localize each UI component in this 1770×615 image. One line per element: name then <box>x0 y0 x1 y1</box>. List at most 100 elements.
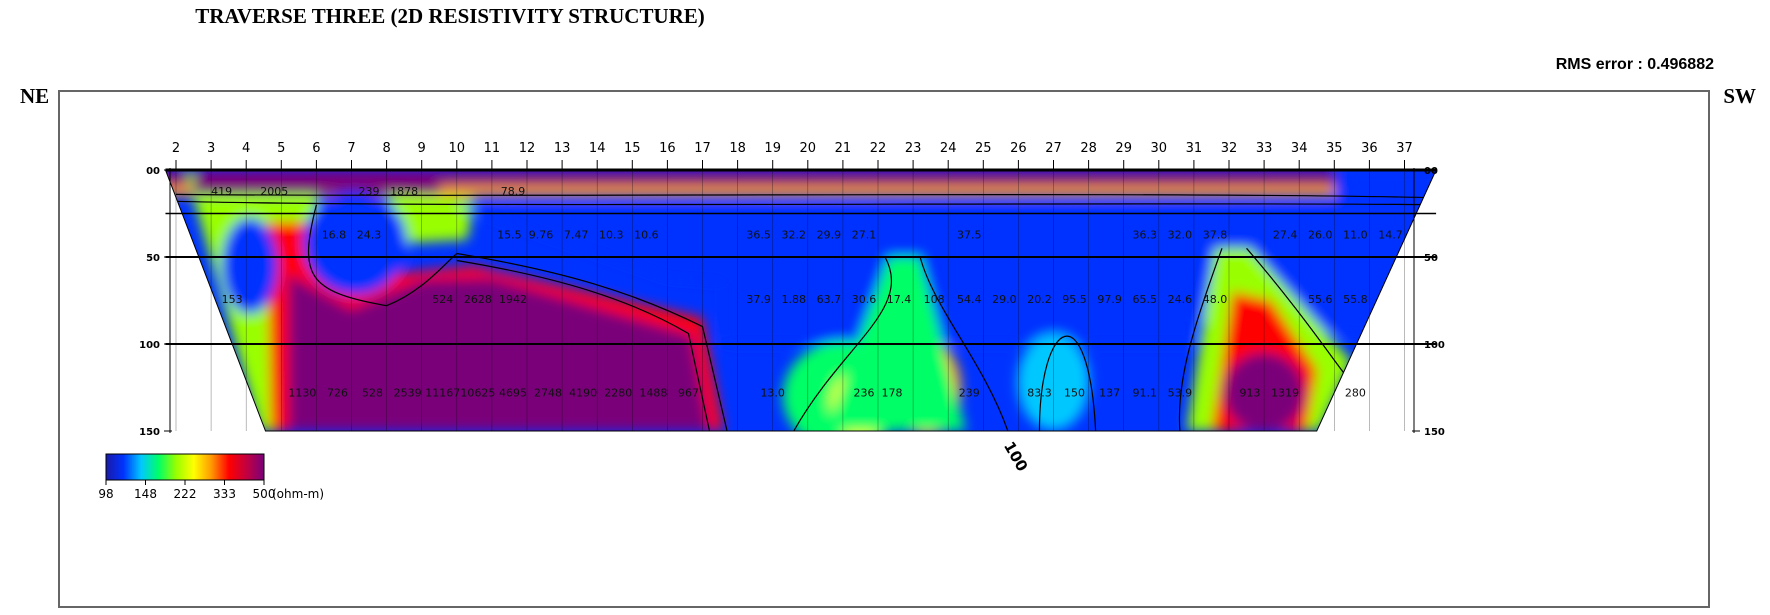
depth-label-right: 100 <box>1424 340 1445 351</box>
resistivity-value-label: 236 <box>853 387 874 400</box>
colorbar-unit: (ohm-m) <box>272 487 324 501</box>
resistivity-value-label: 55.8 <box>1343 293 1368 306</box>
depth-label-left: 150 <box>139 427 160 438</box>
x-tick-label: 20 <box>800 141 817 156</box>
x-tick-label: 32 <box>1221 141 1238 156</box>
resistivity-value-label: 1878 <box>390 185 418 198</box>
resistivity-value-label: 10.6 <box>634 228 659 241</box>
resistivity-value-label: 524 <box>432 293 453 306</box>
x-tick-label: 16 <box>659 141 676 156</box>
sw-direction-label: SW <box>1723 84 1756 108</box>
resistivity-value-label: 37.5 <box>957 228 982 241</box>
resistivity-value-label: 53.9 <box>1168 387 1193 400</box>
x-tick-label: 22 <box>870 141 887 156</box>
x-tick-label: 35 <box>1326 141 1343 156</box>
resistivity-value-label: 36.3 <box>1133 228 1158 241</box>
x-tick-label: 19 <box>764 141 781 156</box>
resistivity-value-label: 280 <box>1345 387 1366 400</box>
ne-direction-label: NE <box>20 84 50 108</box>
resistivity-value-label: 2539 <box>394 387 422 400</box>
x-tick-label: 23 <box>905 141 922 156</box>
resistivity-value-label: 1319 <box>1271 387 1299 400</box>
x-tick-label: 13 <box>554 141 571 156</box>
x-tick-label: 15 <box>624 141 641 156</box>
colorbar-label: 222 <box>174 487 197 501</box>
chart-title: TRAVERSE THREE (2D RESISTIVITY STRUCTURE… <box>195 4 705 28</box>
resistivity-value-label: 1130 <box>288 387 316 400</box>
colorbar-label: 98 <box>98 487 113 501</box>
resistivity-value-label: 10.3 <box>599 228 624 241</box>
resistivity-value-label: 91.1 <box>1133 387 1158 400</box>
resistivity-value-label: 16.8 <box>322 228 347 241</box>
resistivity-value-label: 48.0 <box>1203 293 1228 306</box>
rms-error-label: RMS error : 0.496882 <box>1555 56 1714 73</box>
resistivity-value-label: 27.4 <box>1273 228 1298 241</box>
resistivity-value-label: 1.88 <box>782 293 807 306</box>
resistivity-value-label: 37.9 <box>746 293 771 306</box>
x-tick-label: 29 <box>1115 141 1132 156</box>
x-tick-label: 26 <box>1010 141 1027 156</box>
depth-label-left: 100 <box>139 340 160 351</box>
x-tick-label: 11 <box>484 141 501 156</box>
depth-label-right: 50 <box>1424 253 1438 264</box>
resistivity-value-label: 10625 <box>460 387 495 400</box>
contour-line <box>919 256 1009 431</box>
resistivity-value-label: 1942 <box>499 293 527 306</box>
resistivity-value-label: 2628 <box>464 293 492 306</box>
resistivity-value-label: 95.5 <box>1062 293 1087 306</box>
contour-line <box>1178 248 1223 431</box>
resistivity-value-label: 178 <box>882 387 903 400</box>
contour-label: 100 <box>1000 438 1031 474</box>
resistivity-value-label: 9.76 <box>529 228 554 241</box>
resistivity-value-label: 2005 <box>260 185 288 198</box>
resistivity-value-label: 150 <box>1064 387 1085 400</box>
resistivity-value-label: 83.3 <box>1027 387 1052 400</box>
resistivity-value-label: 2748 <box>534 387 562 400</box>
contour-line <box>1246 247 1349 380</box>
x-tick-label: 6 <box>312 141 320 156</box>
resistivity-value-label: 7.47 <box>564 228 589 241</box>
depth-label-right: 150 <box>1424 427 1445 438</box>
x-tick-label: 10 <box>449 141 466 156</box>
x-tick-label: 27 <box>1045 141 1062 156</box>
contour-line <box>307 204 458 307</box>
plot-panel: 2 3 4 5 6 7 8 9 10 11 12 13 14 15 16 17 18 19 20 21 22 23 24 25… <box>58 90 1710 608</box>
contour-line <box>456 252 728 431</box>
resistivity-value-label: 78.9 <box>501 185 525 198</box>
x-tick-label: 37 <box>1396 141 1413 156</box>
resistivity-value-label: 13.0 <box>760 387 785 400</box>
resistivity-value-label: 37.8 <box>1203 228 1228 241</box>
resistivity-value-label: 137 <box>1099 387 1120 400</box>
depth-label-right: 00 <box>1424 166 1438 177</box>
x-tick-label: 7 <box>347 141 355 156</box>
x-tick-label: 18 <box>729 141 746 156</box>
resistivity-value-label: 913 <box>1240 387 1261 400</box>
colorbar-label: 333 <box>213 487 236 501</box>
resistivity-value-label: 726 <box>327 387 348 400</box>
resistivity-value-label: 20.2 <box>1027 293 1052 306</box>
resistivity-value-label: 108 <box>924 293 945 306</box>
resistivity-value-label: 1488 <box>639 387 667 400</box>
resistivity-value-label: 24.3 <box>357 228 382 241</box>
resistivity-value-label: 15.5 <box>497 228 522 241</box>
resistivity-value-label: 55.6 <box>1308 293 1333 306</box>
contour-line <box>793 256 892 431</box>
x-tick-label: 8 <box>382 141 390 156</box>
resistivity-value-label: 54.4 <box>957 293 982 306</box>
section-outline <box>164 169 1437 432</box>
x-tick-label: 4 <box>242 141 250 156</box>
x-tick-label: 33 <box>1256 141 1273 156</box>
x-tick-label: 5 <box>277 141 285 156</box>
x-tick-label: 17 <box>694 141 711 156</box>
resistivity-value-label: 26.0 <box>1308 228 1333 241</box>
x-tick-label: 25 <box>975 141 992 156</box>
contour-lines <box>175 193 1437 431</box>
resistivity-value-label: 30.6 <box>852 293 877 306</box>
x-tick-label: 12 <box>519 141 536 156</box>
resistivity-value-label: 239 <box>359 185 380 198</box>
x-tick-label: 30 <box>1151 141 1168 156</box>
x-tick-label: 2 <box>172 141 180 156</box>
contour-line <box>175 193 1437 199</box>
resistivity-value-label: 11.0 <box>1343 228 1368 241</box>
resistivity-value-label: 4190 <box>569 387 597 400</box>
